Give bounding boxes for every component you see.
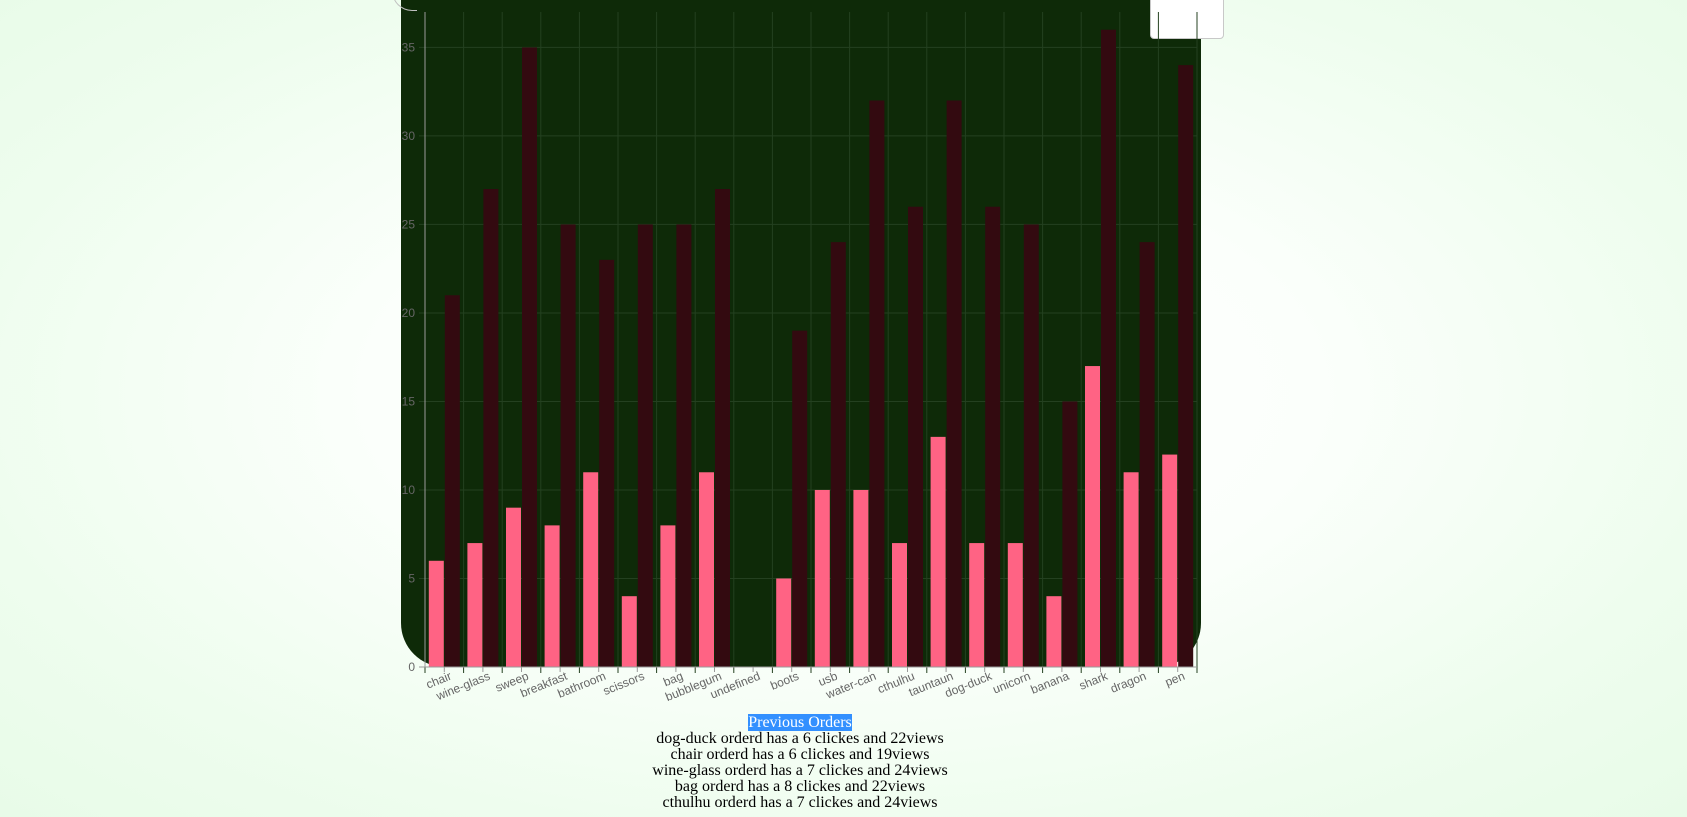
bar-series-2[interactable] <box>715 189 730 667</box>
bar-series-1[interactable] <box>467 543 483 667</box>
bar-series-1[interactable] <box>969 543 985 667</box>
bar-series-1[interactable] <box>544 525 560 667</box>
bar-series-2[interactable] <box>830 242 846 667</box>
bar-series-1[interactable] <box>1162 454 1178 667</box>
bar-series-1[interactable] <box>506 507 521 667</box>
bar-series-2[interactable] <box>560 224 576 667</box>
bar-series-2[interactable] <box>985 206 1001 667</box>
bar-series-2[interactable] <box>483 189 499 667</box>
bar-series-2[interactable] <box>792 330 808 667</box>
bar-series-2[interactable] <box>869 100 885 668</box>
y-axis: 0 5 10 15 20 25 30 35 <box>402 12 426 674</box>
order-list: dog-duck orderd has a 6 clickes and 22vi… <box>0 731 1600 811</box>
bar-series-2[interactable] <box>908 206 923 667</box>
y-tick-label: 15 <box>402 394 416 408</box>
bar-series-2[interactable] <box>1023 224 1039 667</box>
bar-series-1[interactable] <box>1007 543 1023 667</box>
order-item: dog-duck orderd has a 6 clickes and 22vi… <box>656 730 944 747</box>
bar-series-2[interactable] <box>1062 401 1078 667</box>
bar-series-1[interactable] <box>930 436 946 667</box>
order-item: cthulhu orderd has a 7 clickes and 24vie… <box>662 794 938 811</box>
bar-series-1[interactable] <box>428 560 444 667</box>
bar-series-2[interactable] <box>946 100 962 668</box>
y-tick-label: 5 <box>408 571 415 585</box>
x-tick-label: unicorn <box>991 669 1033 697</box>
y-tick-label: 35 <box>402 40 416 54</box>
bars <box>428 29 1194 668</box>
bar-series-2[interactable] <box>1101 29 1116 668</box>
previous-orders: Previous Orders dog-duck orderd has a 6 … <box>0 714 1600 811</box>
bar-series-1[interactable] <box>892 543 907 667</box>
x-tick-label: bag <box>661 669 685 689</box>
y-tick-label: 20 <box>402 306 416 320</box>
order-item: wine-glass orderd has a 7 clickes and 24… <box>652 762 948 779</box>
grid-lines <box>419 12 1198 673</box>
y-tick-label: 25 <box>402 217 416 231</box>
overlay-box <box>1150 0 1224 39</box>
x-tick-label: pen <box>1163 669 1187 689</box>
bar-series-1[interactable] <box>699 472 714 667</box>
bar-series-1[interactable] <box>583 472 599 667</box>
previous-orders-title: Previous Orders <box>748 714 852 731</box>
x-tick-label: usb <box>816 669 839 689</box>
x-tick-label: dragon <box>1108 669 1148 696</box>
order-item: bag orderd has a 8 clickes and 22views <box>674 778 926 795</box>
bar-series-1[interactable] <box>1123 472 1139 667</box>
bar-series-2[interactable] <box>1139 242 1155 667</box>
y-tick-label: 30 <box>402 129 416 143</box>
bar-series-2[interactable] <box>676 224 692 667</box>
bar-series-2[interactable] <box>444 295 460 667</box>
x-tick-label: banana <box>1029 669 1072 697</box>
y-tick-label: 10 <box>402 483 416 497</box>
y-tick-label: 0 <box>408 660 415 674</box>
bar-series-1[interactable] <box>660 525 676 667</box>
bar-series-2[interactable] <box>1178 65 1194 668</box>
x-tick-label: boots <box>768 669 800 693</box>
bar-series-1[interactable] <box>1085 366 1100 667</box>
bar-series-1[interactable] <box>776 578 792 667</box>
bar-series-1[interactable] <box>1046 596 1062 667</box>
bar-series-2[interactable] <box>522 47 537 668</box>
bar-series-1[interactable] <box>853 489 869 667</box>
bar-series-2[interactable] <box>637 224 653 667</box>
x-tick-label: scissors <box>601 669 646 698</box>
order-item: chair orderd has a 6 clickes and 19views <box>670 746 930 763</box>
bar-series-1[interactable] <box>814 489 830 667</box>
bar-series-2[interactable] <box>599 259 615 667</box>
bar-series-1[interactable] <box>621 596 637 667</box>
x-tick-label: shark <box>1077 668 1110 692</box>
